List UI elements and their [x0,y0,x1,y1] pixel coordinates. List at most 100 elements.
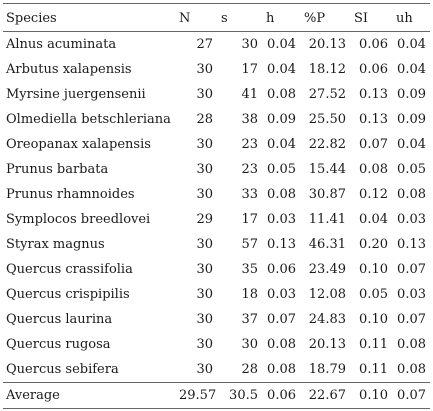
table-footer: Average 29.57 30.5 0.06 22.67 0.10 0.07 [3,382,430,409]
table-body: Alnus acuminata 27 30 0.04 20.13 0.06 0.04 Arbu… [3,32,430,383]
cell-s: 17 [241,212,258,227]
cell-uh: 0.08 [397,362,426,377]
cell-percent-p: 22.82 [308,137,346,152]
cell-si: 0.10 [359,312,388,327]
average-n: 29.57 [179,388,217,403]
cell-n: 27 [196,37,213,52]
table-row: Oreopanax xalapensis 30 23 0.04 22.82 0.07 0.0… [3,132,430,157]
cell-n: 30 [196,187,213,202]
cell-species: Olmediella betschleriana [6,112,171,127]
cell-percent-p: 25.50 [308,112,346,127]
header-si: SI [354,11,369,26]
cell-s: 30 [241,337,258,352]
cell-h: 0.03 [267,287,296,302]
cell-si: 0.11 [359,337,388,352]
cell-percent-p: 18.79 [308,362,346,377]
cell-si: 0.06 [359,62,388,77]
header-n: N [179,11,191,26]
cell-h: 0.07 [267,312,296,327]
average-percent-p: 22.67 [308,388,346,403]
header-s: s [221,11,228,26]
cell-uh: 0.05 [397,162,426,177]
cell-s: 41 [241,87,258,102]
cell-s: 57 [241,237,258,252]
cell-h: 0.08 [267,87,296,102]
cell-h: 0.08 [267,337,296,352]
cell-percent-p: 46.31 [308,237,346,252]
cell-uh: 0.09 [397,87,426,102]
cell-si: 0.05 [359,287,388,302]
table-row: Alnus acuminata 27 30 0.04 20.13 0.06 0.04 [3,32,430,58]
cell-si: 0.07 [359,137,388,152]
cell-uh: 0.04 [397,137,426,152]
cell-s: 30 [241,37,258,52]
cell-species: Quercus sebifera [6,362,119,377]
cell-uh: 0.07 [397,312,426,327]
cell-percent-p: 30.87 [308,187,346,202]
table-row: Prunus barbata 30 23 0.05 15.44 0.08 0.05 [3,157,430,182]
cell-si: 0.08 [359,162,388,177]
cell-s: 28 [241,362,258,377]
cell-species: Quercus crassifolia [6,262,133,277]
cell-si: 0.04 [359,212,388,227]
table-row: Quercus sebifera 30 28 0.08 18.79 0.11 0.08 [3,357,430,383]
cell-uh: 0.09 [397,112,426,127]
cell-n: 29 [196,212,213,227]
table-row: Quercus rugosa 30 30 0.08 20.13 0.11 0.08 [3,332,430,357]
cell-uh: 0.03 [397,287,426,302]
table-row: Myrsine juergensenii 30 41 0.08 27.52 0.13 0.0… [3,82,430,107]
cell-species: Prunus rhamnoides [6,187,135,202]
header-row: Species N s h %P SI uh [3,4,430,32]
cell-h: 0.13 [267,237,296,252]
cell-h: 0.09 [267,112,296,127]
cell-si: 0.06 [359,37,388,52]
cell-uh: 0.04 [397,62,426,77]
cell-uh: 0.08 [397,187,426,202]
cell-n: 30 [196,87,213,102]
cell-n: 30 [196,62,213,77]
cell-si: 0.13 [359,112,388,127]
table-row: Arbutus xalapensis 30 17 0.04 18.12 0.06 0.04 [3,57,430,82]
species-diversity-table: Species N s h %P SI uh Alnus acuminata 27… [3,3,430,409]
cell-uh: 0.04 [397,37,426,52]
cell-h: 0.08 [267,362,296,377]
cell-species: Alnus acuminata [6,37,117,52]
cell-n: 30 [196,262,213,277]
cell-uh: 0.03 [397,212,426,227]
header-species: Species [6,11,57,26]
cell-percent-p: 20.13 [308,337,346,352]
cell-species: Prunus barbata [6,162,109,177]
cell-h: 0.08 [267,187,296,202]
cell-percent-p: 23.49 [308,262,346,277]
cell-percent-p: 20.13 [308,37,346,52]
cell-species: Oreopanax xalapensis [6,137,151,152]
cell-n: 30 [196,287,213,302]
cell-percent-p: 12.08 [308,287,346,302]
average-uh: 0.07 [397,388,426,403]
cell-species: Quercus rugosa [6,337,111,352]
cell-uh: 0.07 [397,262,426,277]
cell-species: Styrax magnus [6,237,105,252]
table-row: Quercus crispipilis 30 18 0.03 12.08 0.05 0.03 [3,282,430,307]
cell-n: 30 [196,162,213,177]
cell-species: Symplocos breedlovei [6,212,151,227]
cell-percent-p: 18.12 [308,62,346,77]
header-percent-p: %P [304,11,326,26]
cell-si: 0.20 [359,237,388,252]
cell-s: 35 [241,262,258,277]
cell-n: 30 [196,362,213,377]
cell-s: 38 [241,112,258,127]
cell-s: 23 [241,162,258,177]
cell-uh: 0.08 [397,337,426,352]
cell-uh: 0.13 [397,237,426,252]
cell-n: 30 [196,237,213,252]
cell-species: Quercus crispipilis [6,287,130,302]
cell-h: 0.05 [267,162,296,177]
table-row: Quercus laurina 30 37 0.07 24.83 0.10 0.07 [3,307,430,332]
cell-n: 28 [196,112,213,127]
cell-si: 0.10 [359,262,388,277]
species-table-container: Species N s h %P SI uh Alnus acuminata 27… [3,3,430,409]
cell-si: 0.13 [359,87,388,102]
cell-s: 18 [241,287,258,302]
cell-h: 0.03 [267,212,296,227]
